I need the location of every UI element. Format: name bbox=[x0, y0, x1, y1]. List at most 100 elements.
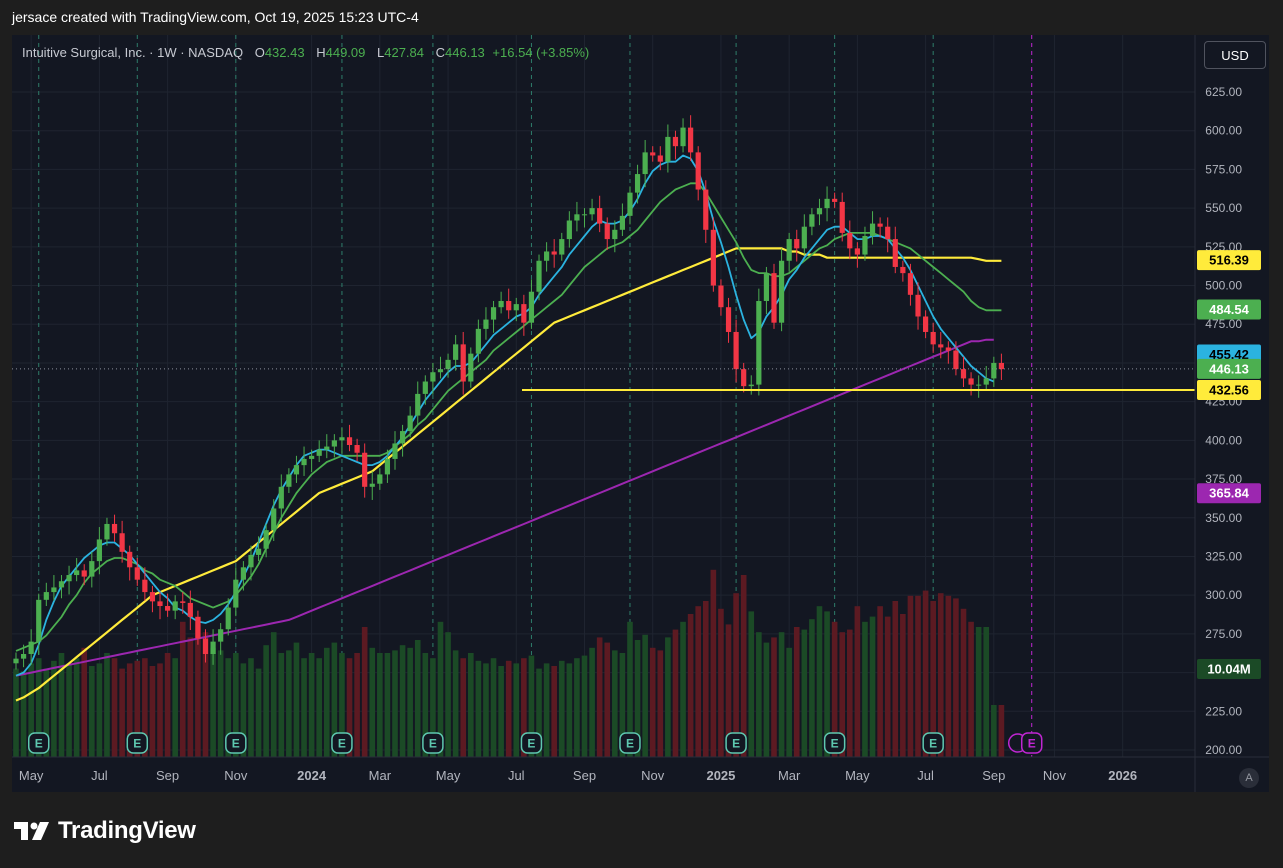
volume-bar bbox=[414, 640, 421, 757]
candle-body bbox=[725, 307, 732, 332]
volume-bar bbox=[983, 627, 990, 757]
candle-body bbox=[89, 561, 95, 577]
volume-bar bbox=[43, 668, 50, 757]
candle-body bbox=[96, 539, 102, 562]
volume-bar bbox=[217, 650, 224, 757]
volume-bar bbox=[771, 637, 777, 757]
volume-bar bbox=[498, 666, 504, 757]
candle-body bbox=[892, 239, 898, 267]
volume-bar bbox=[657, 650, 664, 757]
candle-body bbox=[149, 592, 156, 602]
price-chart[interactable]: E E E E E E E E E E E625.00600.00575.00550.00525.0… bbox=[12, 35, 1269, 792]
volume-bar bbox=[998, 705, 1005, 757]
y-tick-label: 625.00 bbox=[1205, 85, 1242, 99]
candle-body bbox=[703, 189, 709, 230]
y-tick-label: 350.00 bbox=[1205, 511, 1242, 525]
candle-body bbox=[134, 567, 140, 580]
x-tick-label: Nov bbox=[224, 768, 248, 783]
volume-bar bbox=[452, 650, 459, 757]
candle-body bbox=[346, 437, 353, 445]
earnings-marker-label: E bbox=[338, 737, 346, 751]
ma-slow-line bbox=[15, 247, 1002, 702]
candle-body bbox=[581, 214, 588, 216]
volume-bar bbox=[748, 611, 755, 757]
volume-bar bbox=[960, 608, 967, 757]
candle-body bbox=[339, 437, 345, 441]
volume-bar bbox=[634, 640, 641, 757]
candle-body bbox=[127, 551, 133, 568]
candle-body bbox=[180, 601, 186, 603]
price-label-box bbox=[1197, 483, 1261, 504]
volume-bar bbox=[225, 658, 232, 757]
candle-body bbox=[415, 393, 421, 416]
candle-body bbox=[945, 347, 951, 351]
volume-bar bbox=[460, 658, 467, 757]
candle-body bbox=[354, 444, 360, 453]
candle-body bbox=[271, 508, 277, 531]
volume-bar bbox=[255, 668, 262, 757]
candle-body bbox=[619, 215, 625, 230]
y-tick-label: 300.00 bbox=[1205, 588, 1242, 602]
candle-body bbox=[309, 455, 315, 459]
volume-bar bbox=[392, 650, 398, 757]
currency-button[interactable]: USD bbox=[1204, 41, 1266, 69]
earnings-marker-label: E bbox=[831, 737, 839, 751]
volume-bar bbox=[28, 663, 34, 757]
chart-area[interactable]: E E E E E E E E E E E 625.00 600.00 575.00 550.00 525.0… bbox=[12, 35, 1269, 792]
change-value: +16.54 (+3.85%) bbox=[492, 45, 590, 60]
volume-bar bbox=[157, 663, 163, 757]
candle-body bbox=[384, 458, 391, 475]
x-tick-label: Nov bbox=[1043, 768, 1067, 783]
earnings-marker-box bbox=[520, 732, 543, 754]
price-label: 446.13 bbox=[1209, 361, 1249, 376]
candle-body bbox=[172, 601, 178, 611]
volume-bar bbox=[263, 645, 269, 757]
price-label: 365.84 bbox=[1209, 486, 1250, 501]
candle-body bbox=[862, 235, 868, 255]
x-tick-label: Sep bbox=[156, 768, 179, 783]
candle-body bbox=[786, 239, 792, 261]
candle-body bbox=[430, 372, 436, 382]
volume-bar bbox=[816, 606, 823, 757]
volume-label-box bbox=[1197, 659, 1261, 679]
volume-bar bbox=[922, 590, 929, 757]
volume-bar bbox=[854, 606, 861, 757]
candle-body bbox=[13, 658, 19, 664]
candle-body bbox=[566, 220, 572, 240]
volume-bar bbox=[847, 629, 853, 757]
volume-bar bbox=[786, 647, 792, 757]
ema-mid-line bbox=[15, 182, 1002, 652]
volume-bar bbox=[884, 616, 891, 757]
volume-bar bbox=[210, 647, 216, 757]
candle-body bbox=[657, 155, 663, 162]
candle-body bbox=[938, 344, 944, 348]
earnings-marker-label: E bbox=[527, 737, 535, 751]
candle-body bbox=[650, 152, 656, 156]
candle-body bbox=[453, 344, 459, 360]
candle-body bbox=[680, 127, 686, 147]
candle-body bbox=[43, 592, 49, 600]
x-tick-label: Jul bbox=[91, 768, 108, 783]
volume-bar bbox=[793, 627, 800, 757]
auto-scale-button[interactable]: A bbox=[1239, 768, 1259, 788]
upcoming-earnings-marker-label: E bbox=[1028, 737, 1036, 751]
volume-bar bbox=[66, 663, 72, 757]
candle-body bbox=[809, 214, 815, 227]
volume-bar bbox=[377, 653, 383, 757]
candle-body bbox=[544, 251, 550, 261]
candle-body bbox=[968, 378, 974, 385]
candle-body bbox=[551, 251, 557, 255]
candle-body bbox=[20, 654, 27, 659]
volume-bar bbox=[126, 663, 133, 757]
candle-body bbox=[612, 229, 618, 240]
candle-body bbox=[301, 458, 307, 466]
volume-bar bbox=[589, 647, 595, 757]
candle-body bbox=[392, 443, 398, 459]
candle-body bbox=[187, 602, 193, 617]
candle-body bbox=[248, 554, 254, 568]
x-tick-label: Mar bbox=[369, 768, 392, 783]
volume-bar bbox=[778, 632, 785, 757]
volume-bar bbox=[187, 637, 194, 757]
candle-body bbox=[74, 570, 80, 576]
volume-label: 10.04M bbox=[1207, 662, 1250, 677]
